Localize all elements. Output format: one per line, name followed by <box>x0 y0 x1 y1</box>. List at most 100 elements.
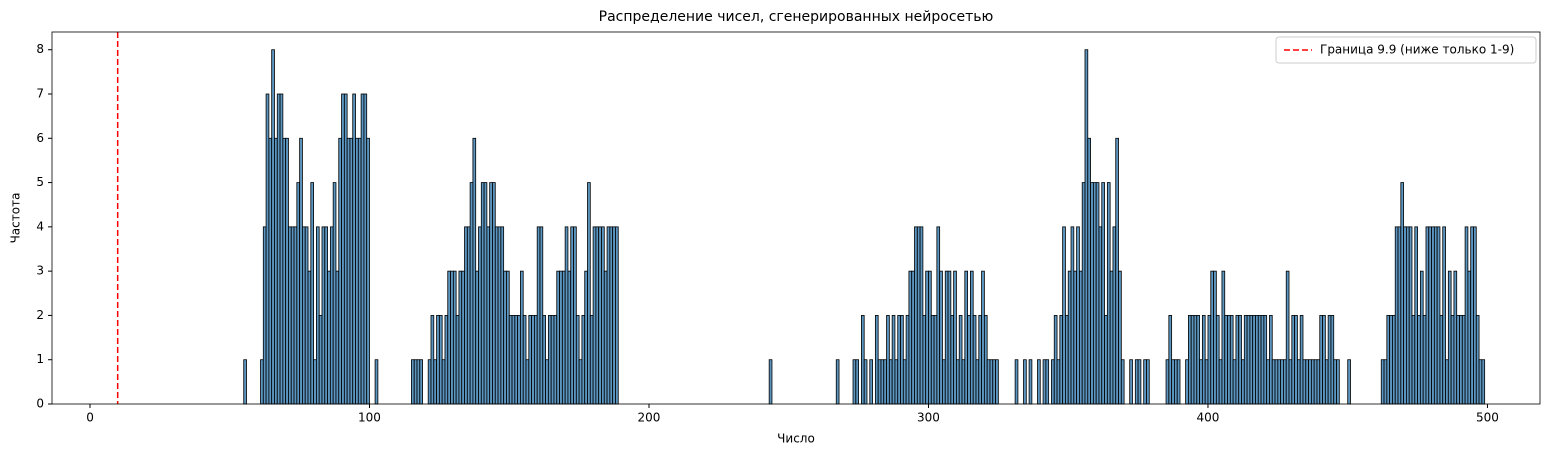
bar <box>480 182 485 405</box>
bar <box>1079 270 1083 405</box>
bar <box>1394 226 1399 405</box>
bar <box>433 359 437 405</box>
bar <box>989 359 994 405</box>
x-tick-label: 300 <box>917 411 940 425</box>
bar <box>1229 315 1234 405</box>
bar <box>268 137 273 405</box>
bar <box>1081 182 1086 405</box>
bar <box>500 226 505 405</box>
bar <box>1308 359 1312 405</box>
bar <box>1207 315 1212 405</box>
bar <box>1274 359 1279 405</box>
bar <box>302 226 306 405</box>
bar <box>1221 270 1226 405</box>
y-axis-label: Частота <box>9 193 23 244</box>
bar <box>1403 226 1407 405</box>
bar <box>419 359 424 405</box>
bar <box>1316 359 1321 405</box>
bar <box>919 226 924 405</box>
bar <box>1431 226 1435 405</box>
bar <box>925 270 929 405</box>
x-axis-label: Число <box>777 432 815 446</box>
bar <box>564 226 569 405</box>
bar <box>1134 359 1139 405</box>
bar <box>944 270 949 405</box>
bar <box>329 226 334 405</box>
x-tick-label: 500 <box>1476 411 1499 425</box>
bar <box>430 315 435 405</box>
bar <box>983 315 988 405</box>
bar <box>891 315 896 405</box>
bar <box>1470 226 1474 405</box>
bar <box>992 359 996 405</box>
bar <box>1174 359 1178 405</box>
bar <box>304 226 309 405</box>
bar <box>478 226 482 405</box>
bar <box>561 270 566 405</box>
bar <box>1201 315 1206 405</box>
bar <box>1246 315 1251 405</box>
bar <box>536 226 541 405</box>
bar <box>1327 315 1332 405</box>
bar <box>1336 359 1340 405</box>
bar <box>1386 315 1391 405</box>
bar <box>598 226 602 405</box>
bar <box>1330 315 1335 405</box>
bar <box>612 226 616 405</box>
bar <box>606 226 611 405</box>
bar <box>1101 182 1105 405</box>
chart-title: Распределение чисел, сгенерированных ней… <box>599 9 994 25</box>
legend-box <box>1275 36 1537 64</box>
bar <box>581 315 586 405</box>
bar <box>1090 182 1094 405</box>
bar <box>1408 226 1413 405</box>
x-tick-label: 200 <box>638 411 661 425</box>
bar <box>503 270 507 405</box>
bar <box>1280 359 1284 405</box>
bar <box>768 359 773 405</box>
bar <box>986 359 991 405</box>
bar <box>603 270 608 405</box>
bar <box>1447 270 1452 405</box>
bar <box>444 315 449 405</box>
bar <box>886 315 890 405</box>
bar <box>573 226 577 405</box>
bar <box>961 359 966 405</box>
bar <box>1137 359 1142 405</box>
bar <box>556 270 560 405</box>
bar <box>601 226 605 405</box>
bar <box>1445 359 1449 405</box>
bar <box>416 359 421 405</box>
bar <box>936 226 941 405</box>
bar <box>441 359 446 405</box>
x-tick-label: 400 <box>1197 411 1220 425</box>
bar <box>888 359 893 405</box>
bar <box>271 49 275 405</box>
bar <box>285 137 289 405</box>
bar <box>1028 359 1033 405</box>
bar <box>877 359 882 405</box>
bar <box>438 315 443 405</box>
bar <box>1319 315 1323 405</box>
bar <box>1118 270 1122 405</box>
bar <box>914 226 918 405</box>
bar <box>861 315 865 405</box>
y-tick-label: 1 <box>36 352 44 366</box>
bar <box>452 270 457 405</box>
bar <box>1406 226 1410 405</box>
legend: Граница 9.9 (ниже только 1-9) <box>1275 36 1537 64</box>
x-tick-label: 100 <box>358 411 381 425</box>
bar <box>279 93 284 405</box>
bar <box>1464 226 1469 405</box>
bar <box>1215 315 1220 405</box>
bar <box>902 359 907 405</box>
bar <box>427 359 432 405</box>
bar <box>939 270 943 405</box>
bar <box>469 182 474 405</box>
bar <box>1475 315 1480 405</box>
bar <box>341 93 345 405</box>
bar <box>570 226 574 405</box>
bar <box>1053 315 1058 405</box>
bar <box>343 93 348 405</box>
